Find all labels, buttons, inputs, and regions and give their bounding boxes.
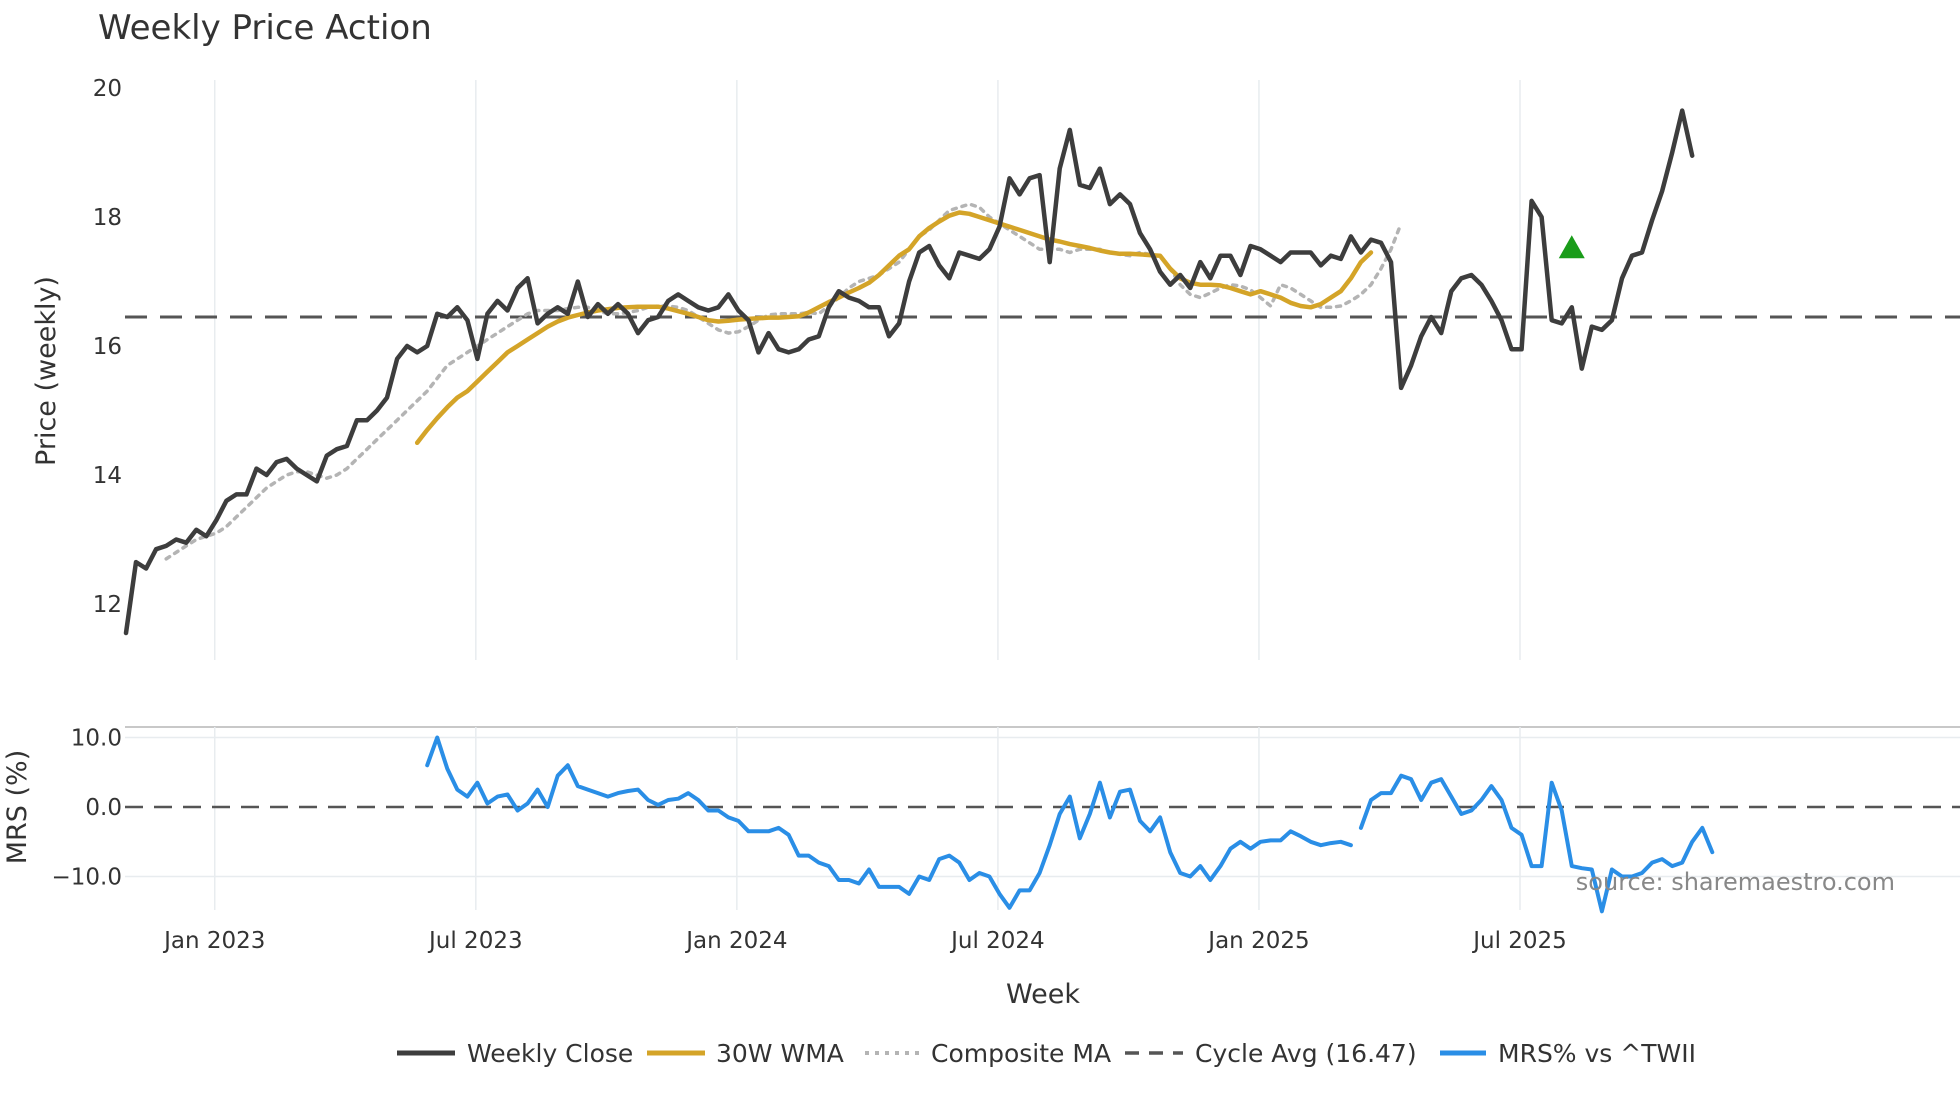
legend-label-30w-wma: 30W WMA xyxy=(716,1039,844,1068)
price-y-tick-label: 20 xyxy=(93,76,122,102)
legend-label-cycle-avg: Cycle Avg (16.47) xyxy=(1195,1039,1417,1068)
x-tick-label: Jan 2023 xyxy=(162,928,265,954)
x-tick-label: Jul 2024 xyxy=(949,928,1045,954)
price-y-axis-label: Price (weekly) xyxy=(31,276,62,466)
x-tick-label: Jul 2025 xyxy=(1471,928,1567,954)
mrs-y-tick-label: 0.0 xyxy=(85,795,122,821)
series-weekly-close xyxy=(123,108,1695,636)
chart-title: Weekly Price Action xyxy=(98,8,432,48)
legend-label-composite-ma: Composite MA xyxy=(931,1039,1111,1068)
mrs-series xyxy=(425,735,1715,914)
legend-label-mrs: MRS% vs ^TWII xyxy=(1498,1039,1696,1068)
x-tick-label: Jan 2024 xyxy=(684,928,787,954)
mrs-y-tick-label: 10.0 xyxy=(71,726,122,752)
source-watermark: source: sharemaestro.com xyxy=(1576,868,1895,896)
legend: Weekly Close 30W WMA Composite MA Cycle … xyxy=(397,1039,1696,1068)
price-y-tick-label: 12 xyxy=(93,592,122,618)
price-grid xyxy=(214,80,1521,660)
price-y-tick-label: 18 xyxy=(93,205,122,231)
price-y-tick-label: 14 xyxy=(93,463,122,489)
series-mrs-segment xyxy=(425,735,1353,910)
mrs-grid xyxy=(125,727,1960,910)
price-y-ticks: 12 14 16 18 20 xyxy=(93,76,122,618)
price-y-tick-label: 16 xyxy=(93,334,122,360)
x-axis-label: Week xyxy=(1006,979,1080,1010)
series-mrs-segment xyxy=(1358,773,1715,914)
x-tick-label: Jul 2023 xyxy=(427,928,523,954)
x-ticks: Jan 2023 Jul 2023 Jan 2024 Jul 2024 Jan 2025… xyxy=(162,928,1567,954)
x-tick-label: Jan 2025 xyxy=(1206,928,1309,954)
mrs-y-axis-label: MRS (%) xyxy=(2,750,33,865)
series-composite-ma xyxy=(164,202,1403,561)
mrs-y-ticks: 10.0 0.0 −10.0 xyxy=(52,726,122,891)
legend-label-weekly-close: Weekly Close xyxy=(467,1039,633,1068)
price-series xyxy=(123,108,1695,636)
buy-signal-marker xyxy=(1558,235,1585,259)
mrs-y-tick-label: −10.0 xyxy=(52,865,122,891)
series-30w-wma xyxy=(414,210,1374,446)
